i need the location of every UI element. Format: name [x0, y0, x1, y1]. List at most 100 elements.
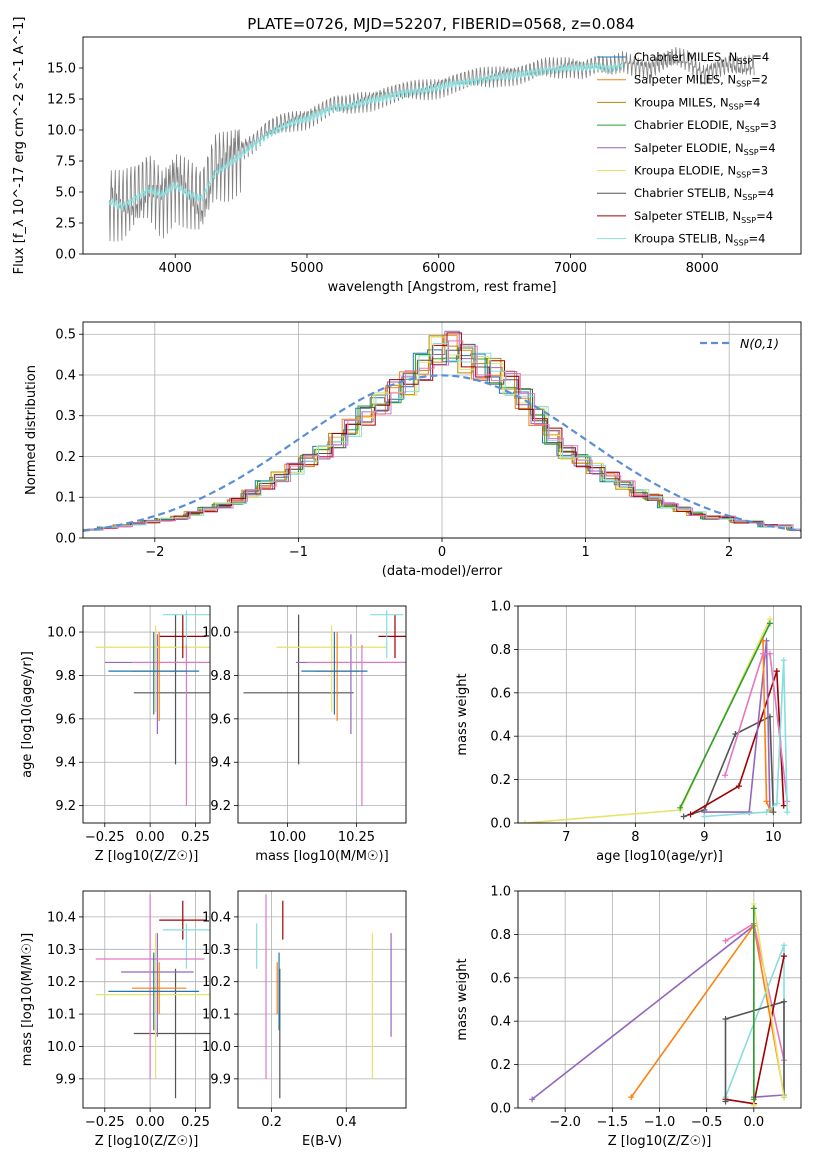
x-tick-label: 7	[562, 830, 570, 845]
legend-label: N(0,1)	[740, 336, 779, 351]
x-axis-label: mass [log10(M/M☉)]	[255, 849, 388, 864]
weight-line	[724, 1000, 785, 1102]
y-axis-label: mass weight	[455, 958, 470, 1040]
marker-plus	[735, 783, 742, 790]
x-tick-label: 8	[631, 830, 639, 845]
axes-frame	[82, 321, 802, 539]
plot-area	[243, 610, 406, 806]
histogram-step	[88, 343, 801, 531]
y-tick-label: 9.4	[210, 756, 231, 771]
marker-plus	[781, 998, 788, 1005]
legend-label: Chabrier STELIB, NSSP=4	[634, 186, 774, 202]
axes-frame	[517, 890, 802, 1109]
y-tick-label: 10.3	[202, 943, 231, 958]
histogram-step	[86, 336, 801, 531]
histogram-step	[88, 332, 801, 531]
x-tick-label: −2.0	[549, 1115, 581, 1130]
y-tick-label: 10.3	[47, 943, 76, 958]
x-tick-label: −0.5	[691, 1115, 723, 1130]
x-tick-label: 10	[765, 830, 782, 845]
x-tick-label: 7000	[554, 261, 587, 276]
marker-plus	[687, 811, 694, 818]
marker-plus	[722, 1098, 729, 1105]
marker-plus	[781, 1094, 788, 1101]
plot-area	[529, 901, 788, 1108]
y-tick-label: 7.5	[55, 155, 76, 170]
y-tick-label: 9.6	[55, 712, 76, 727]
data-spectrum	[108, 47, 755, 242]
x-axis-label: (data-model)/error	[382, 564, 503, 579]
marker-plus	[529, 1096, 536, 1103]
y-tick-label: 1.0	[490, 600, 511, 615]
x-tick-label: 0.00	[136, 830, 165, 845]
plot-area	[83, 330, 801, 532]
x-tick-label: 0.2	[261, 1115, 282, 1130]
x-tick-label: 0	[438, 545, 446, 560]
y-tick-label: 0.5	[55, 328, 76, 343]
figure-title: PLATE=0726, MJD=52207, FIBERID=0568, z=0…	[247, 15, 634, 33]
y-tick-label: 9.9	[210, 1072, 231, 1087]
y-tick-label: 2.5	[55, 217, 76, 232]
x-axis-label: Z [log10(Z/Z☉)]	[95, 1134, 199, 1149]
legend-label: Kroupa ELODIE, NSSP=3	[634, 164, 768, 180]
axes-frame	[237, 890, 407, 1109]
marker-plus	[773, 668, 780, 675]
y-tick-label: 0.3	[55, 409, 76, 424]
x-tick-label: 10.00	[269, 830, 306, 845]
x-tick-label: −1.5	[597, 1115, 629, 1130]
y-tick-label: 0.0	[490, 1102, 511, 1117]
plot-area	[108, 47, 755, 242]
x-tick-label: 9	[700, 830, 708, 845]
y-tick-label: 9.8	[210, 669, 231, 684]
histogram-step	[89, 340, 801, 531]
plot-area	[95, 610, 210, 806]
legend-label: Salpeter ELODIE, NSSP=4	[634, 141, 776, 157]
x-axis-label: age [log10(age/yr)]	[596, 849, 723, 864]
x-tick-label: 6000	[422, 261, 455, 276]
x-axis-label: wavelength [Angstrom, rest frame]	[328, 280, 557, 295]
x-tick-label: 1	[581, 545, 589, 560]
x-tick-label: 0.25	[181, 830, 210, 845]
y-tick-label: 10.0	[202, 626, 231, 641]
y-tick-label: 10.2	[202, 975, 231, 990]
weight-line	[704, 660, 788, 818]
weight-line	[725, 955, 785, 1105]
y-tick-label: 10.0	[47, 626, 76, 641]
y-tick-label: 10.1	[47, 1008, 76, 1023]
x-tick-label: −1.0	[644, 1115, 676, 1130]
x-tick-label: 4000	[159, 261, 192, 276]
gaussian-curve	[83, 374, 801, 532]
marker-plus	[760, 637, 767, 644]
y-tick-label: 0.4	[490, 1015, 511, 1030]
marker-plus	[677, 804, 684, 811]
legend-label: Salpeter MILES, NSSP=2	[634, 73, 768, 89]
y-tick-label: 10.0	[47, 124, 76, 139]
y-tick-label: 9.8	[55, 669, 76, 684]
y-tick-label: 0.0	[55, 248, 76, 263]
weight-vs-metallicity-panel: −2.0 −1.5 −1.0 −0.5 0.0 0.0 0.2 0.4 0.6 0.8 1.0 Z […	[455, 885, 802, 1149]
y-tick-label: 0.2	[55, 450, 76, 465]
age-vs-mass-panel: 10.00 10.25 9.2 9.4 9.6 9.8 10.0 mass [log10(M/…	[202, 605, 407, 864]
model-spectrum	[108, 61, 623, 211]
marker-plus	[722, 1016, 729, 1023]
marker-plus	[763, 809, 770, 816]
weight-vs-age-panel: 7 8 9 10 0.0 0.2 0.4 0.6 0.8 1.0 age [log10(age/yr…	[455, 600, 802, 864]
x-tick-label: 0.4	[336, 1115, 357, 1130]
axes-frame	[517, 605, 802, 824]
y-axis-label: Flux [f_λ 10^-17 erg cm^-2 s^-1 A^-1]	[12, 17, 27, 275]
plot-area	[521, 616, 791, 823]
axes-frame	[237, 605, 407, 824]
legend-label: Kroupa MILES, NSSP=4	[634, 95, 760, 111]
x-axis-label: E(B-V)	[302, 1134, 342, 1149]
weight-line	[679, 623, 771, 809]
marker-plus	[781, 942, 788, 949]
marker-plus	[750, 1096, 757, 1103]
y-tick-label: 10.1	[202, 1008, 231, 1023]
legend-label: Salpeter STELIB, NSSP=4	[634, 209, 773, 225]
y-tick-label: 10.2	[47, 975, 76, 990]
marker-plus	[680, 813, 687, 820]
y-tick-label: 0.4	[55, 368, 76, 383]
marker-plus	[780, 802, 787, 809]
marker-plus	[701, 813, 708, 820]
